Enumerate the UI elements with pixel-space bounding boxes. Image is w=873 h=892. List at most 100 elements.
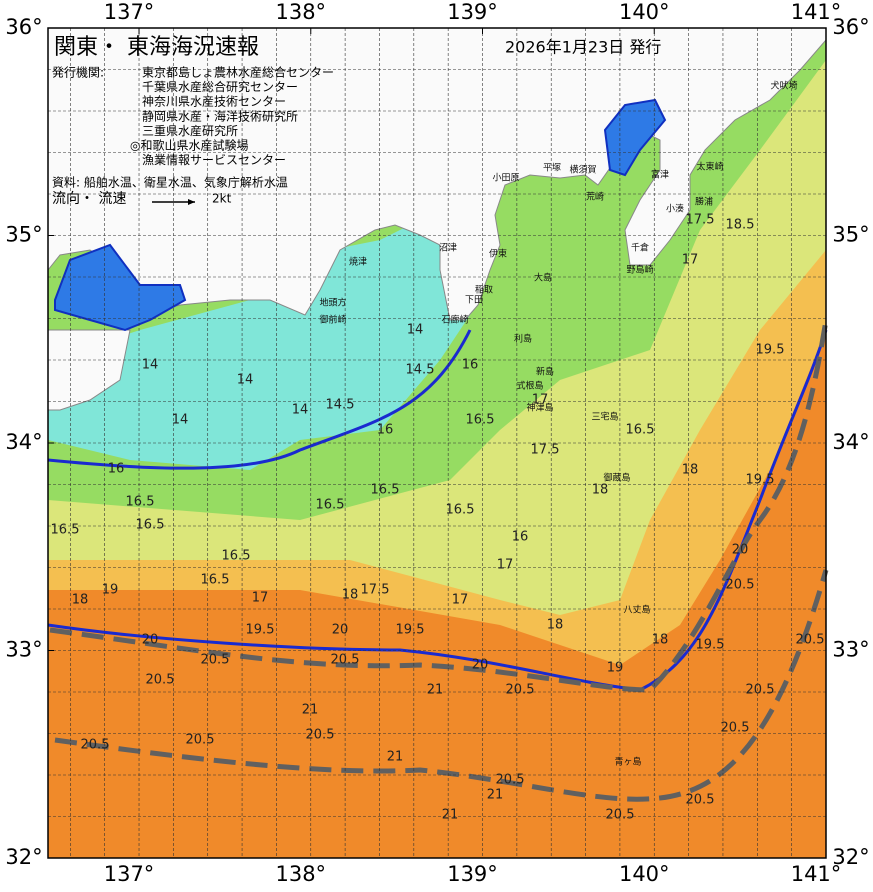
place-name: 伊東 [489,248,507,260]
contour-label: 20.5 [306,728,335,743]
y-tick-label: 35° [832,223,869,247]
flow-label: 流向・ 流速 [52,191,126,207]
x-tick-label: 141° [791,0,842,24]
contour-label: 18 [682,463,699,478]
contour-label: 18 [652,633,669,648]
issuer: 神奈川県水産技術センター [142,94,286,109]
x-tick-label: 139° [447,862,498,886]
contour-label: 20.5 [606,808,635,823]
place-name: 地頭方 [319,297,346,309]
place-name: 八丈島 [623,604,650,616]
place-name: 青ヶ島 [614,756,641,768]
y-tick-label: 36° [5,15,42,39]
place-name: 稲取 [475,284,493,296]
grid [48,27,827,859]
issuer: 千葉県水産総合研究センター [142,79,298,94]
x-tick-label: 140° [619,0,670,24]
scale-label: 2kt [212,192,232,206]
contour-label: 17 [252,591,269,606]
current-axis [54,569,829,802]
contour-label: 16 [108,462,125,477]
x-tick-label: 138° [275,862,326,886]
contour-label: 17 [497,558,514,573]
contour-label: 20 [732,543,749,558]
y-tick-label: 35° [5,223,42,247]
y-tick-label: 33° [832,638,869,662]
bay [54,243,187,332]
y-tick-label: 32° [5,845,42,869]
contour-label: 16.5 [51,523,80,538]
issuer: 三重県水産研究所 [142,123,238,138]
contour-label: 21 [487,788,504,803]
sea-zone [48,220,480,470]
contour-label: 16.5 [222,549,251,564]
contour-label: 17.5 [686,213,715,228]
contour-label: 17 [532,393,549,408]
issuer: 東京都島しょ農林水産総合センター [142,65,334,80]
contour-label: 19 [102,583,119,598]
contour-label: 16 [512,530,529,545]
contour-label: 16 [462,358,479,373]
contour-label: 21 [427,683,444,698]
date: 2026年1月23日 発行 [505,38,661,57]
place-name: 式根島 [516,380,543,392]
contour-label: 20 [332,623,349,638]
contour-label: 20.5 [201,653,230,668]
place-name: 下田 [465,295,483,306]
issuer: 漁業情報サービスセンター [142,153,286,167]
place-name: 御蔵島 [603,472,630,484]
contour-label: 20 [142,633,159,648]
contour-label: 19.5 [246,623,275,638]
place-name: 新島 [536,366,554,378]
contour-label: 14 [172,413,189,428]
place-name: 小田原 [492,173,519,184]
place-name: 野島崎 [626,264,653,276]
place-name: 大島 [534,272,552,284]
place-name: 太東崎 [696,161,723,173]
place-name: 横須賀 [569,164,596,176]
place-name: 犬吠埼 [770,80,797,92]
y-tick-label: 36° [832,15,869,39]
contour-label: 20.5 [506,683,535,698]
contour-label: 16.5 [626,423,655,438]
contour-label: 20.5 [686,793,715,808]
contour-label: 18.5 [726,218,755,233]
contour-label: 17.5 [361,583,390,598]
issuer: ◎和歌山県水産試験場 [130,138,248,153]
contour-label: 20.5 [726,578,755,593]
x-tick-label: 139° [447,0,498,24]
place-name: 勝浦 [695,196,713,208]
contour-label: 16.5 [201,573,230,588]
contour-label: 21 [442,808,459,823]
contour-label: 17.5 [531,443,560,458]
place-name: 平塚 [543,163,561,174]
contour-label: 16.5 [136,518,165,533]
contour-label: 16.5 [446,503,475,518]
land [47,27,827,321]
contour-label: 17 [682,253,699,268]
contour-label: 14.5 [326,398,355,413]
contour-label: 14 [407,323,424,338]
isotherm [47,329,472,470]
frame [47,27,827,859]
contour-label: 16.5 [466,413,495,428]
contour-label: 20.5 [186,733,215,748]
contour-label: 19.5 [746,473,775,488]
place-name: 御前崎 [319,314,346,326]
x-tick-label: 141° [791,862,842,886]
place-name: 荒崎 [586,191,604,203]
contour-label: 19 [607,661,624,676]
x-tick-label: 137° [104,0,155,24]
title: 関東・ 東海海況速報 [54,35,259,60]
y-tick-label: 33° [5,638,42,662]
contour-label: 19.5 [396,623,425,638]
place-name: 富津 [651,169,669,181]
place-name: 三宅島 [591,411,618,423]
contour-label: 20.5 [81,738,110,753]
contour-label: 18 [342,588,359,603]
place-name: 千倉 [631,242,649,254]
y-tick-label: 34° [5,430,42,454]
contour-label: 20.5 [496,773,525,788]
place-name: 沼津 [439,243,457,254]
